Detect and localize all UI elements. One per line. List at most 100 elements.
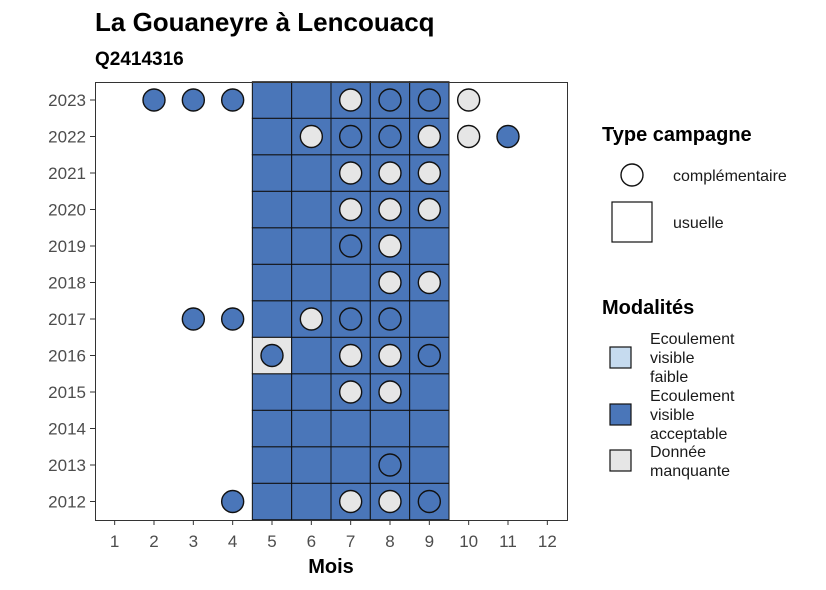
- complementaire-point: [378, 234, 402, 258]
- complementaire-point: [417, 161, 442, 185]
- y-tick-label: 2020: [48, 201, 86, 220]
- chart-subtitle: Q2414316: [95, 49, 184, 70]
- usuelle-cell: [409, 373, 450, 411]
- y-axis: 2012 2013 2014 2015 2016 2017 2018 2019 2020 2021…: [48, 91, 95, 512]
- legend-modalite-label: Ecoulement visible faible: [650, 331, 735, 386]
- usuelle-cell: [251, 482, 293, 521]
- complementaire-point: [260, 343, 284, 368]
- complementaire-point: [378, 453, 402, 477]
- complementaire-point: [338, 88, 363, 112]
- complementaire-point: [338, 234, 363, 258]
- y-tick-label: 2021: [48, 164, 86, 183]
- usuelle-cell: [251, 446, 293, 484]
- legend-type-label: usuelle: [673, 215, 724, 232]
- complementaire-point: [456, 88, 481, 112]
- usuelle-cell: [251, 373, 293, 411]
- legend-modalites-title: Modalités: [602, 297, 694, 319]
- complementaire-point: [220, 307, 245, 331]
- y-tick-label: 2016: [48, 347, 86, 366]
- complementaire-point: [338, 197, 363, 222]
- complementaire-point: [378, 161, 402, 185]
- complementaire-point: [338, 343, 363, 368]
- x-tick-label: 3: [189, 532, 198, 551]
- y-tick-label: 2019: [48, 237, 86, 256]
- legend-square-key: [611, 201, 653, 243]
- complementaire-point: [299, 307, 324, 331]
- usuelle-cell: [330, 409, 371, 448]
- complementaire-point: [417, 88, 442, 112]
- usuelle-cell: [409, 300, 450, 338]
- y-tick-label: 2012: [48, 493, 86, 512]
- complementaire-point: [417, 489, 442, 514]
- complementaire-point: [338, 380, 363, 404]
- complementaire-point: [456, 124, 481, 149]
- x-tick-label: 9: [425, 532, 434, 551]
- usuelle-cell: [330, 446, 371, 484]
- x-tick-label: 7: [346, 532, 355, 551]
- plot-panel-border: [95, 82, 568, 521]
- chart-title: La Gouaneyre à Lencouacq: [95, 7, 435, 37]
- complementaire-point: [181, 88, 206, 112]
- usuelle-cell: [330, 263, 371, 302]
- legend-circle-key: [620, 163, 644, 187]
- legend-type-label: complémentaire: [673, 168, 787, 185]
- legend-modalite-label: Donnée manquante: [650, 444, 730, 480]
- complementaire-point: [417, 270, 442, 295]
- usuelle-cell: [291, 263, 332, 302]
- usuelle-cell: [291, 446, 332, 484]
- usuelle-cell: [409, 336, 450, 375]
- usuelle-cell: [251, 190, 293, 229]
- y-tick-label: 2018: [48, 274, 86, 293]
- complementaire-point: [338, 124, 363, 149]
- usuelle-cell: [291, 81, 332, 119]
- plot-points: [142, 88, 520, 514]
- usuelle-cell: [291, 373, 332, 411]
- usuelle-cell: [369, 409, 411, 448]
- complementaire-point: [142, 88, 166, 112]
- usuelle-cell: [251, 154, 293, 192]
- x-tick-label: 10: [459, 532, 478, 551]
- y-tick-label: 2023: [48, 91, 86, 110]
- x-axis-title: Mois: [308, 556, 354, 578]
- usuelle-cell: [251, 409, 293, 448]
- y-tick-label: 2017: [48, 310, 86, 329]
- complementaire-point: [220, 88, 245, 112]
- usuelle-cell: [251, 300, 293, 338]
- complementaire-point: [338, 489, 363, 514]
- complementaire-point: [338, 161, 363, 185]
- x-tick-label: 11: [499, 532, 517, 551]
- x-axis: 1 2 3 4 5 6 7 8 9 10 11 12: [110, 520, 557, 551]
- complementaire-point: [299, 124, 324, 149]
- complementaire-point: [417, 124, 442, 149]
- complementaire-point: [417, 343, 442, 368]
- legend: Type campagne complémentaire usuelle Moda…: [602, 124, 787, 480]
- usuelle-cell: [251, 117, 293, 156]
- legend-color-key: [609, 346, 632, 369]
- x-tick-label: 4: [228, 532, 237, 551]
- legend-type-title: Type campagne: [602, 124, 752, 146]
- x-tick-label: 2: [149, 532, 158, 551]
- usuelle-cell: [291, 482, 332, 521]
- usuelle-cell: [291, 336, 332, 375]
- usuelle-cell: [409, 409, 450, 448]
- usuelle-cell: [291, 190, 332, 229]
- usuelle-cell: [251, 263, 293, 302]
- x-tick-label: 12: [538, 532, 557, 551]
- usuelle-cell: [251, 227, 293, 265]
- legend-color-key: [609, 449, 632, 472]
- complementaire-point: [378, 197, 402, 222]
- legend-type-items: complémentaire usuelle: [611, 163, 787, 243]
- x-tick-label: 1: [110, 532, 119, 551]
- complementaire-point: [496, 124, 520, 149]
- complementaire-point: [378, 343, 402, 368]
- usuelle-cell: [251, 81, 293, 119]
- complementaire-point: [181, 307, 206, 331]
- complementaire-point: [378, 124, 402, 149]
- complementaire-point: [338, 307, 363, 331]
- complementaire-point: [378, 380, 402, 404]
- complementaire-point: [220, 489, 245, 514]
- complementaire-point: [378, 307, 402, 331]
- usuelle-cell: [291, 409, 332, 448]
